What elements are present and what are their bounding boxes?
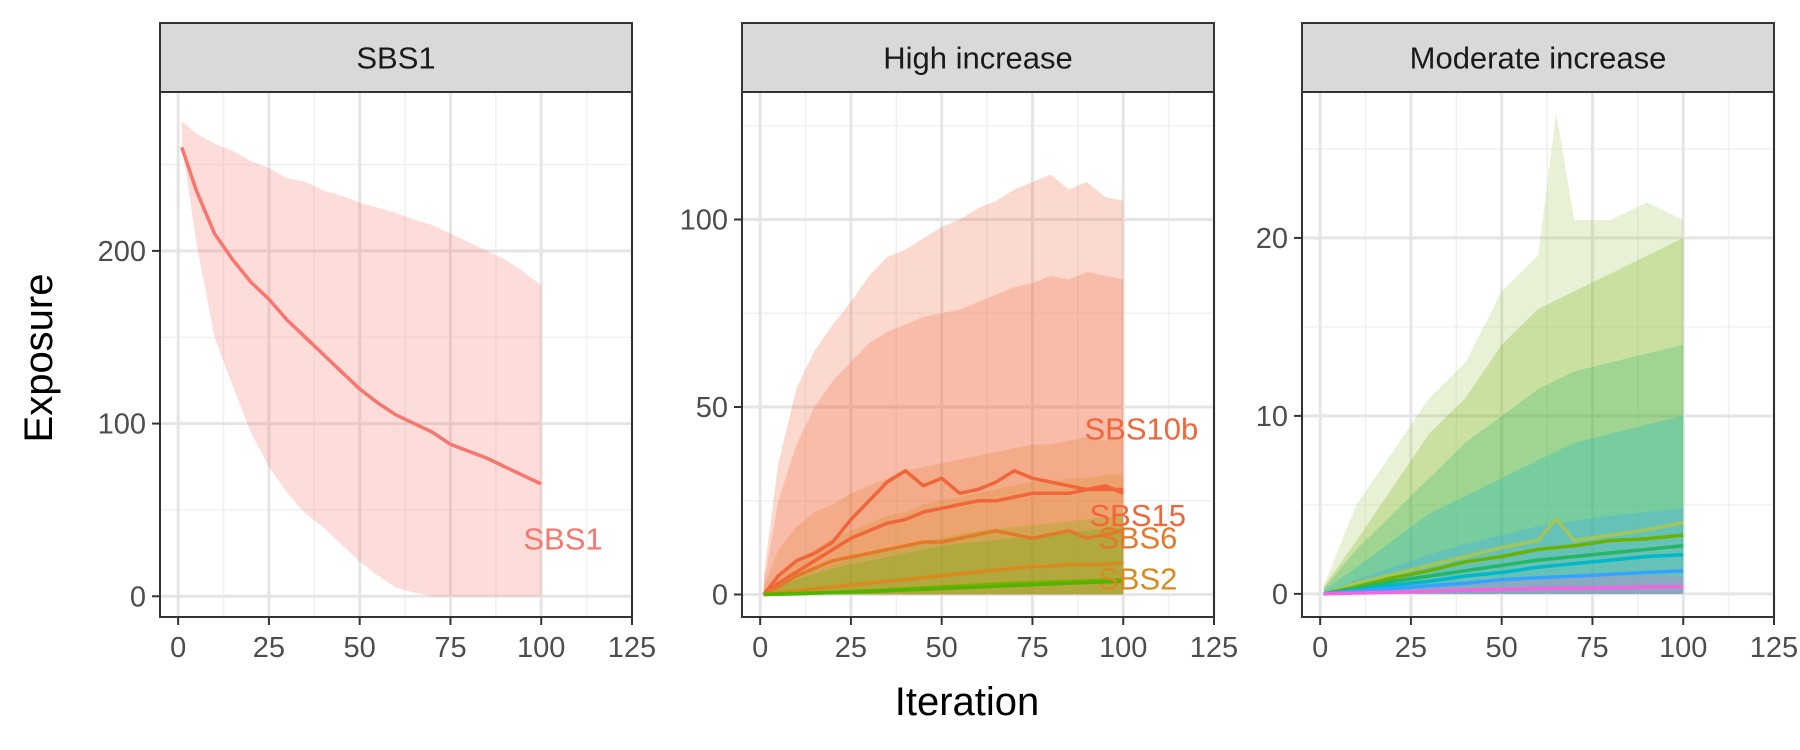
plot-area (1302, 92, 1774, 617)
x-tick-label: 75 (434, 632, 466, 664)
x-tick-label: 50 (926, 632, 958, 664)
x-tick-label: 50 (344, 632, 376, 664)
x-tick-label: 125 (1750, 632, 1798, 664)
series-line (1323, 552, 1684, 596)
panel-border (159, 91, 633, 618)
y-tick-label: 100 (680, 205, 728, 237)
y-axis-title: Exposure (17, 274, 61, 443)
x-tick-label: 100 (1659, 632, 1707, 664)
confidence-band (1323, 113, 1684, 594)
confidence-band (763, 272, 1124, 595)
confidence-band (1323, 415, 1684, 594)
data-layer (1323, 113, 1684, 596)
confidence-band (763, 515, 1124, 595)
confidence-band (1323, 237, 1684, 594)
y-tick-label: 100 (98, 409, 146, 441)
series-line (762, 469, 1124, 596)
x-tick-label: 75 (1016, 632, 1048, 664)
x-tick-label: 125 (1190, 632, 1238, 664)
y-tick-label: 0 (712, 580, 728, 612)
series-line (1323, 533, 1684, 596)
panel-border (741, 91, 1215, 618)
confidence-band (763, 174, 1124, 595)
facet-strip (741, 22, 1215, 93)
confidence-band (1323, 344, 1684, 594)
series-line (763, 560, 1124, 597)
series-line (1323, 568, 1684, 596)
x-tick-label: 0 (170, 632, 186, 664)
facet-panel: SBS1 SBS1 0 25 50 75 100 125 0 100 200 (98, 22, 656, 664)
confidence-band (763, 527, 1124, 595)
plot-area (742, 92, 1214, 617)
facet-strip-title: High increase (883, 41, 1073, 76)
facet-strip-title: Moderate increase (1410, 41, 1667, 76)
x-tick-label: 125 (608, 632, 656, 664)
y-tick-label: 10 (1256, 401, 1288, 433)
facet-strip (159, 22, 633, 93)
y-tick-label: 20 (1256, 223, 1288, 255)
series-line (1323, 584, 1684, 596)
x-tick-label: 75 (1576, 632, 1608, 664)
series-line (763, 579, 1124, 597)
data-layer (762, 174, 1124, 597)
series-label: SBS10b (1085, 412, 1199, 447)
series-label: SBS15 (1089, 498, 1186, 533)
data-layer (180, 121, 542, 597)
y-tick-label: 200 (98, 236, 146, 268)
x-tick-label: 100 (1099, 632, 1147, 664)
facet-panel: Moderate increase 0 25 50 75 100 125 0 10 20 (1256, 22, 1798, 664)
x-tick-label: 0 (1312, 632, 1328, 664)
x-tick-label: 100 (517, 632, 565, 664)
series-line (180, 146, 542, 486)
confidence-band (763, 474, 1124, 595)
series-line (1323, 544, 1684, 596)
series-label: SBS2 (1098, 562, 1177, 597)
y-tick-label: 0 (1272, 579, 1288, 611)
x-tick-label: 25 (835, 632, 867, 664)
facet-strip (1301, 22, 1775, 93)
x-axis-title: Iteration (895, 680, 1040, 724)
series-label: SBS6 (1098, 520, 1177, 555)
series-line (1323, 517, 1684, 596)
x-tick-label: 25 (253, 632, 285, 664)
x-tick-label: 0 (752, 632, 768, 664)
panel-border (1301, 91, 1775, 618)
x-tick-label: 25 (1395, 632, 1427, 664)
series-line (762, 487, 1124, 596)
facet-strip-title: SBS1 (356, 41, 435, 76)
confidence-band (181, 121, 542, 597)
series-line (762, 529, 1124, 597)
y-tick-label: 50 (696, 392, 728, 424)
y-tick-label: 0 (130, 581, 146, 613)
series-label: SBS1 (523, 521, 602, 556)
plot-area (160, 92, 632, 617)
x-tick-label: 50 (1486, 632, 1518, 664)
